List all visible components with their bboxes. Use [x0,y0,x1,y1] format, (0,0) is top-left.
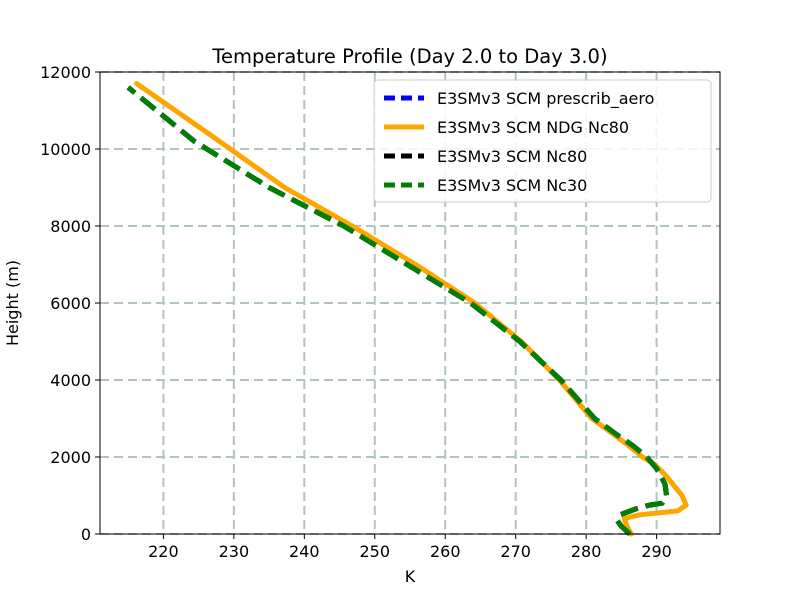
series-lines [126,81,689,537]
x-tick-label: 290 [641,542,672,561]
y-tick-label: 0 [81,525,91,544]
x-axis-title: K [405,567,416,586]
y-tick-label: 10000 [40,140,91,159]
legend-label: E3SMv3 SCM NDG Nc80 [437,118,629,137]
y-tick-label: 2000 [50,448,91,467]
y-tick-label: 4000 [50,371,91,390]
x-tick-label: 250 [359,542,390,561]
chart-title: Temperature Profile (Day 2.0 to Day 3.0) [211,45,607,68]
y-tick-label: 12000 [40,63,91,82]
axis-ticks: 220 230 240 250 260 270 280 290 0 2000 4000 6000 800… [40,63,672,561]
legend-label: E3SMv3 SCM prescrib_aero [437,89,654,109]
legend-box [373,79,712,203]
y-tick-label: 6000 [50,294,91,313]
series-line-e3smv3-scm-ndg-nc80 [134,81,689,537]
x-tick-label: 230 [219,542,250,561]
y-tick-label: 8000 [50,217,91,236]
legend: E3SMv3 SCM prescrib_aero E3SMv3 SCM NDG N… [373,79,712,203]
legend-label: E3SMv3 SCM Nc80 [437,147,587,166]
x-tick-label: 260 [430,542,461,561]
x-tick-label: 240 [289,542,320,561]
series-line-e3smv3-scm-nc30 [126,85,669,536]
x-tick-label: 220 [148,542,179,561]
x-tick-label: 270 [500,542,531,561]
x-tick-label: 280 [571,542,602,561]
y-axis-title: Height (m) [3,260,22,346]
legend-label: E3SMv3 SCM Nc30 [437,176,587,195]
